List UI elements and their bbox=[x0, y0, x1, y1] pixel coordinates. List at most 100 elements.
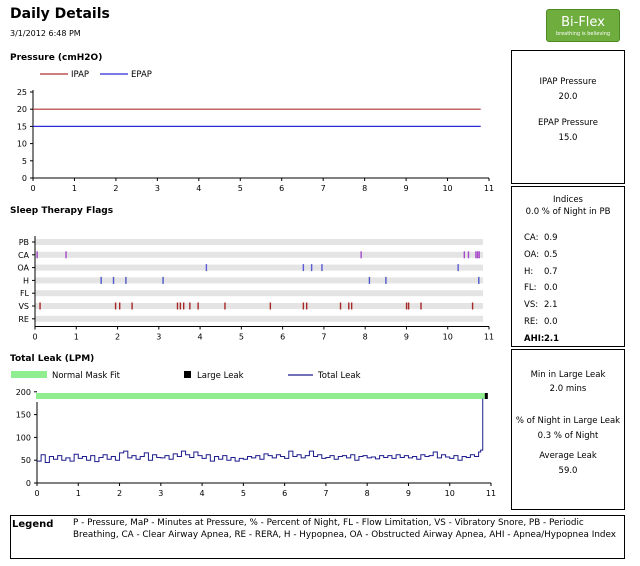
x-tick-label: 5 bbox=[239, 332, 244, 341]
index-value: 2.1 bbox=[544, 333, 560, 344]
x-tick-label: 3 bbox=[158, 489, 163, 498]
flag-mark bbox=[463, 251, 466, 259]
flag-row-band bbox=[35, 303, 483, 309]
x-tick-label: 2 bbox=[115, 332, 120, 341]
flag-mark bbox=[305, 302, 308, 310]
flag-mark bbox=[471, 302, 474, 310]
y-tick-label: 5 bbox=[22, 157, 27, 166]
flag-mark bbox=[189, 302, 191, 310]
flag-row-label: H bbox=[23, 276, 29, 285]
legend-text: P - Pressure, MaP - Minutes at Pressure,… bbox=[73, 518, 616, 540]
flag-row-band bbox=[35, 315, 483, 322]
flag-mark bbox=[269, 302, 272, 310]
flag-mark bbox=[475, 251, 477, 259]
pressure-summary-panel bbox=[511, 50, 625, 184]
x-tick-label: 8 bbox=[362, 184, 367, 193]
flag-mark bbox=[368, 276, 371, 284]
x-tick-label: 10 bbox=[443, 332, 453, 341]
flag-mark bbox=[457, 264, 459, 272]
index-value: 0.9 bbox=[544, 233, 558, 243]
normal-fit-swatch bbox=[11, 371, 47, 378]
flag-mark bbox=[360, 251, 362, 259]
flag-mark bbox=[65, 251, 67, 259]
large-leak-percent-value: 0.3 % of Night bbox=[537, 431, 599, 441]
x-tick-label: 4 bbox=[200, 489, 205, 498]
flag-mark bbox=[478, 251, 480, 259]
legend-box bbox=[10, 515, 625, 559]
flag-mark bbox=[182, 302, 185, 310]
y-tick-label: 200 bbox=[16, 388, 31, 397]
pressure-section-title: Pressure (cmH2O) bbox=[10, 53, 103, 63]
x-tick-label: 3 bbox=[156, 332, 161, 341]
y-tick-label: 25 bbox=[17, 88, 27, 97]
index-value: 0.5 bbox=[544, 249, 558, 260]
index-value: 0.0 bbox=[544, 283, 558, 294]
flag-mark bbox=[467, 251, 470, 259]
normal-fit-bar bbox=[36, 393, 485, 399]
legend-entry: Normal Mask Fit bbox=[52, 371, 121, 381]
x-tick-label: 7 bbox=[321, 332, 326, 341]
x-tick-label: 0 bbox=[30, 184, 35, 193]
index-row: CA: 0.9 bbox=[524, 233, 558, 243]
ipap-pressure-value: 20.0 bbox=[558, 92, 578, 102]
x-tick-label: 2 bbox=[117, 489, 122, 498]
index-row: VS: 2.1 bbox=[524, 300, 558, 310]
flag-mark bbox=[302, 302, 305, 310]
flag-mark bbox=[112, 276, 115, 284]
legend-label: Legend bbox=[12, 519, 54, 530]
flag-mark bbox=[350, 302, 353, 310]
flag-row-band bbox=[35, 239, 483, 245]
large-leak-percent-label: % of Night in Large Leak bbox=[515, 416, 621, 426]
flag-row-label: OA bbox=[17, 264, 29, 273]
x-tick-label: 9 bbox=[406, 489, 411, 498]
flag-mark bbox=[348, 302, 350, 310]
index-label: H: bbox=[524, 266, 534, 277]
flag-row-band bbox=[35, 264, 483, 271]
average-leak-value: 59.0 bbox=[558, 466, 578, 476]
flag-mark bbox=[407, 302, 410, 310]
flag-row-label: PB bbox=[19, 238, 29, 247]
x-tick-label: 6 bbox=[282, 489, 287, 498]
total-leak-line bbox=[37, 398, 484, 463]
index-row: H: 0.7 bbox=[524, 267, 558, 277]
epap-pressure-label: EPAP Pressure bbox=[538, 118, 598, 128]
flag-mark bbox=[224, 302, 226, 310]
flag-mark bbox=[205, 264, 208, 272]
x-tick-label: 7 bbox=[321, 184, 326, 193]
x-tick-label: 0 bbox=[34, 489, 39, 498]
x-tick-label: 11 bbox=[486, 489, 496, 498]
legend-entry: Large Leak bbox=[197, 371, 244, 381]
logo-sub-text: breathing is believing bbox=[555, 31, 611, 37]
x-tick-label: 1 bbox=[74, 332, 79, 341]
index-label: VS: bbox=[524, 300, 539, 311]
flag-mark bbox=[478, 276, 480, 284]
x-tick-label: 11 bbox=[484, 184, 494, 193]
flag-mark bbox=[176, 302, 179, 310]
y-tick-label: 10 bbox=[17, 140, 27, 149]
report-date: 3/1/2012 6:48 PM bbox=[10, 29, 81, 38]
y-tick-label: 20 bbox=[17, 105, 27, 114]
flag-mark bbox=[385, 276, 387, 284]
flag-mark bbox=[39, 302, 41, 310]
flag-mark bbox=[420, 302, 422, 310]
large-leak-minutes-label: Min in Large Leak bbox=[530, 370, 606, 380]
x-tick-label: 3 bbox=[155, 184, 160, 193]
flag-row-label: FL bbox=[20, 289, 30, 298]
flag-mark bbox=[197, 302, 199, 310]
flag-mark bbox=[302, 264, 305, 272]
flag-mark bbox=[162, 276, 164, 284]
x-tick-label: 7 bbox=[323, 489, 328, 498]
index-value: 0.0 bbox=[544, 317, 558, 327]
epap-pressure-value: 15.0 bbox=[558, 133, 578, 143]
index-value: 0.7 bbox=[544, 266, 558, 277]
leak-chart: Normal Mask Fit Large Leak Total Leak05010… bbox=[11, 371, 496, 498]
x-tick-label: 6 bbox=[279, 184, 284, 193]
x-tick-label: 1 bbox=[72, 184, 77, 193]
flag-mark bbox=[114, 302, 117, 310]
x-tick-label: 6 bbox=[280, 332, 285, 341]
flags-section-title: Sleep Therapy Flags bbox=[10, 206, 114, 216]
x-tick-label: 9 bbox=[404, 184, 409, 193]
index-value: 2.1 bbox=[544, 300, 558, 311]
flag-row-label: CA bbox=[18, 251, 30, 260]
x-tick-label: 8 bbox=[363, 332, 368, 341]
